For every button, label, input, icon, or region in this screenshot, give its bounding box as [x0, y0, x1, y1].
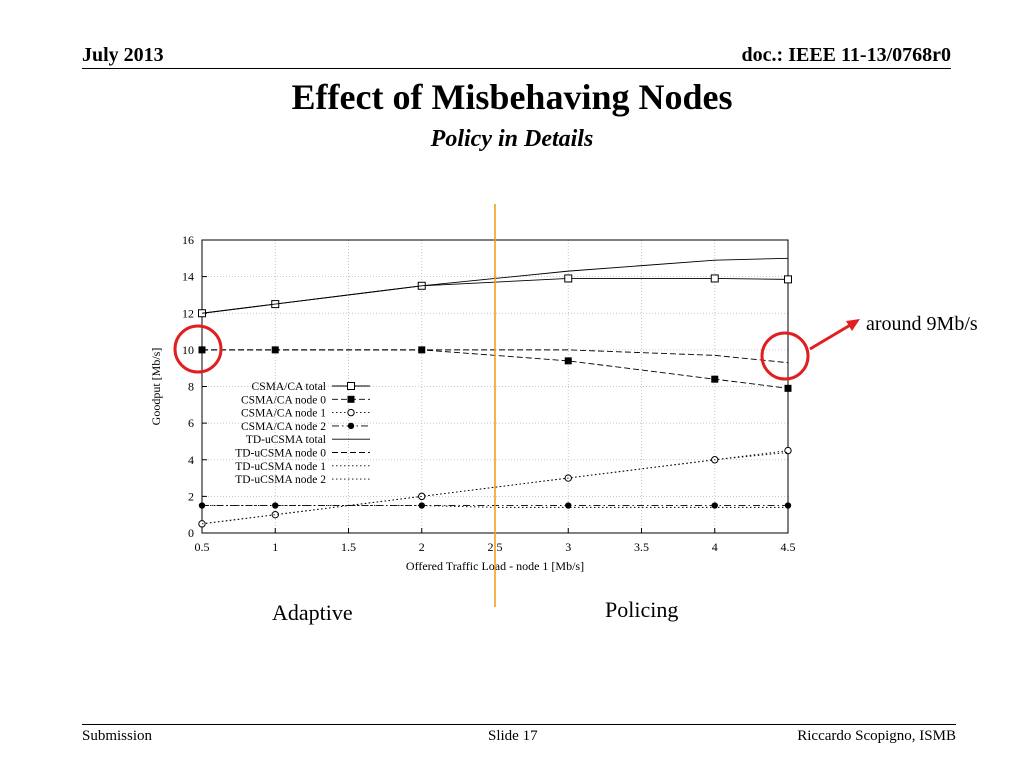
x-tick-label: 3.5: [634, 540, 649, 554]
series-td-ucsma-node-1: [201, 451, 789, 525]
marker-open-square: [784, 275, 792, 284]
x-tick-label: 3: [565, 540, 571, 554]
y-tick-label: 0: [188, 526, 194, 540]
y-tick-label: 16: [182, 233, 194, 247]
y-tick-label: 2: [188, 489, 194, 503]
header-divider: [82, 68, 951, 69]
callout-label: around 9Mb/s: [866, 313, 978, 335]
x-tick-label: 0.5: [195, 540, 210, 554]
y-tick-label: 10: [182, 343, 194, 357]
marker-filled-circle: [418, 502, 425, 509]
footer-author: Riccardo Scopigno, ISMB: [797, 728, 956, 744]
slide-subtitle: Policy in Details: [430, 126, 594, 152]
x-tick-label: 1.5: [341, 540, 356, 554]
y-tick-label: 4: [188, 453, 194, 467]
marker-open-circle: [347, 408, 355, 417]
slide-title: Effect of Misbehaving Nodes: [291, 77, 733, 117]
series-line: [201, 451, 789, 525]
x-tick-label: 2: [419, 540, 425, 554]
marker-filled-circle: [347, 422, 355, 430]
callout-arrow-head: [846, 319, 860, 331]
x-tick-label: 1: [272, 540, 278, 554]
marker-filled-square: [347, 395, 355, 403]
x-tick-label: 4: [712, 540, 718, 554]
marker-filled-square: [711, 375, 719, 383]
y-tick-label: 8: [188, 380, 194, 394]
overlay: [173, 204, 860, 607]
legend-label: TD-uCSMA node 0: [235, 448, 326, 460]
marker-open-square: [710, 274, 719, 283]
x-tick-label: 4.5: [781, 540, 796, 554]
highlight-circle-left: [173, 324, 223, 374]
adaptive-region-label: Adaptive: [272, 600, 353, 625]
header-date: July 2013: [82, 44, 164, 66]
marker-filled-square: [784, 384, 792, 392]
marker-filled-circle: [711, 502, 718, 509]
header-doc-id: doc.: IEEE 11-13/0768r0: [741, 44, 951, 66]
legend-label: CSMA/CA node 0: [241, 394, 326, 406]
footer-left: Submission: [82, 728, 153, 744]
y-tick-label: 12: [182, 306, 194, 320]
marker-open-square: [564, 274, 573, 283]
marker-open-square: [347, 382, 355, 390]
legend-label: CSMA/CA node 1: [241, 408, 326, 420]
legend-label: TD-uCSMA node 1: [235, 461, 326, 473]
marker-filled-square: [564, 357, 572, 365]
footer-slide-number: Slide 17: [488, 728, 538, 744]
y-tick-label: 6: [188, 416, 194, 430]
highlight-circle-right: [760, 331, 810, 381]
callout-arrow-shaft: [809, 322, 853, 351]
legend-label: CSMA/CA total: [252, 381, 326, 393]
policing-region-label: Policing: [605, 597, 679, 622]
legend-label: TD-uCSMA total: [246, 434, 326, 446]
y-tick-label: 14: [182, 270, 194, 284]
footer-divider: [82, 724, 956, 725]
marker-filled-circle: [784, 502, 792, 509]
y-axis-label: Goodput [Mb/s]: [149, 348, 163, 426]
legend-label: TD-uCSMA node 2: [235, 474, 326, 486]
legend-label: CSMA/CA node 2: [241, 421, 326, 433]
